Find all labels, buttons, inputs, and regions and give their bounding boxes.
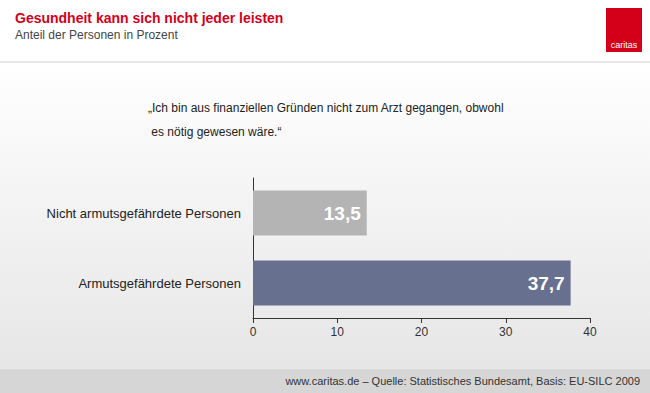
svg-text:40: 40 <box>583 325 597 339</box>
svg-text:30: 30 <box>499 325 513 339</box>
svg-text:Armutsgefährdete Personen: Armutsgefährdete Personen <box>78 276 241 291</box>
svg-text:es nötig gewesen wäre.“: es nötig gewesen wäre.“ <box>148 125 281 139</box>
svg-text:www.caritas.de – Quelle: Stati: www.caritas.de – Quelle: Statistisches B… <box>284 375 640 387</box>
svg-text:caritas: caritas <box>611 40 638 50</box>
svg-text:Gesundheit kann sich nicht jed: Gesundheit kann sich nicht jeder leisten <box>15 10 283 26</box>
svg-text:„Ich bin aus finanziellen Grün: „Ich bin aus finanziellen Gründen nicht … <box>148 101 504 115</box>
svg-text:Anteil der Personen in Prozent: Anteil der Personen in Prozent <box>15 28 178 42</box>
svg-text:37,7: 37,7 <box>528 273 565 294</box>
svg-text:Nicht armutsgefährdete Persone: Nicht armutsgefährdete Personen <box>47 206 241 221</box>
svg-text:0: 0 <box>250 325 257 339</box>
svg-text:13,5: 13,5 <box>324 203 361 224</box>
svg-text:20: 20 <box>415 325 429 339</box>
svg-text:10: 10 <box>331 325 345 339</box>
